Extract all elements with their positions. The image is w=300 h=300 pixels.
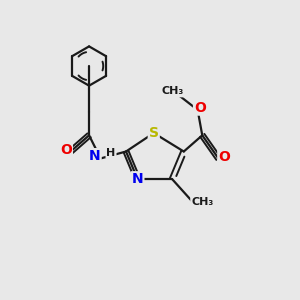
Text: CH₃: CH₃ [191,197,213,207]
Text: CH₃: CH₃ [161,86,183,96]
Text: N: N [132,172,143,186]
Text: H: H [106,148,116,158]
Text: S: S [149,126,159,140]
Text: O: O [194,100,206,115]
Text: N: N [89,149,101,163]
Text: O: O [218,150,230,164]
Text: O: O [60,143,72,157]
